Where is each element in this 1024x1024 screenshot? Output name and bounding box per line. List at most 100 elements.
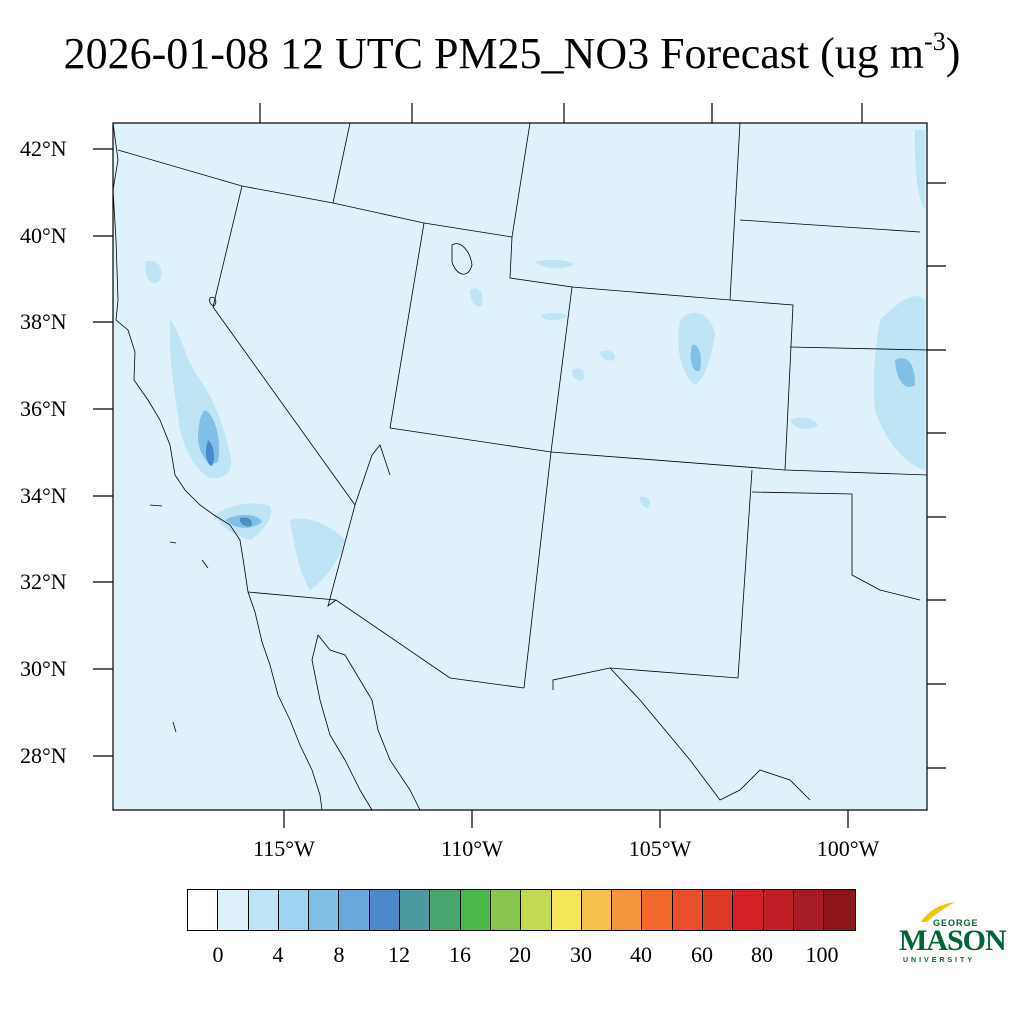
la-basin-teal xyxy=(242,520,252,527)
left-ticks xyxy=(93,148,113,757)
colorbar-label-100: 100 xyxy=(805,942,839,967)
dakota-east-patch xyxy=(914,130,925,210)
oklahoma-patch xyxy=(790,417,818,430)
colorbar-label-16: 16 xyxy=(449,942,471,967)
concentration-patches-mid xyxy=(198,344,915,528)
logo-swoosh-icon xyxy=(921,902,955,922)
lakes-islands xyxy=(149,243,473,733)
right-ticks xyxy=(927,182,946,769)
map-frame xyxy=(112,122,928,811)
central-valley-peak xyxy=(205,440,215,466)
mx-tx-border xyxy=(609,667,811,801)
colorbar-swatch xyxy=(369,890,401,930)
title-text: 2026-01-08 12 UTC PM25_NO3 Forecast (ug … xyxy=(63,29,925,78)
lon-label-110w: 110°W xyxy=(441,836,503,861)
top-ticks xyxy=(259,103,863,123)
colorbar-swatch xyxy=(672,890,704,930)
lon-label-105w: 105°W xyxy=(628,836,692,861)
colorbar-label-8: 8 xyxy=(333,942,345,967)
logo-university-text: UNIVERSITY xyxy=(903,957,976,964)
lat-label-36n: 36°N xyxy=(20,396,67,421)
wyoming-patch xyxy=(535,259,575,269)
nm-patch xyxy=(640,496,651,508)
lake-tahoe xyxy=(209,296,217,307)
title-close: ) xyxy=(945,29,961,78)
lat-label-34n: 34°N xyxy=(20,483,67,508)
colorbar-swatch xyxy=(218,890,249,930)
logo-george-text: GEORGE xyxy=(933,918,979,928)
colorbar xyxy=(187,889,856,931)
central-valley-core xyxy=(198,410,220,464)
lat-label-28n: 28°N xyxy=(20,743,67,768)
ok-tx-border xyxy=(751,491,921,601)
az-mx-border xyxy=(247,591,525,689)
co-nm-border xyxy=(389,427,928,476)
kansas-core xyxy=(895,358,915,388)
coastline xyxy=(112,122,323,811)
colorbar-swatch xyxy=(339,890,370,930)
colorbar-swatch xyxy=(642,890,673,930)
ut-co-border xyxy=(509,236,573,453)
map-title: 2026-01-08 12 UTC PM25_NO3 Forecast (ug … xyxy=(0,27,1024,79)
colorbar-swatch xyxy=(763,890,794,930)
concentration-patches xyxy=(145,130,925,590)
bottom-ticks xyxy=(283,810,849,828)
baja-gulf-coast xyxy=(317,634,421,811)
colorbar-swatch xyxy=(490,890,522,930)
kansas-patch xyxy=(873,296,925,470)
lat-label-42n: 42°N xyxy=(20,136,67,161)
colorbar-swatch xyxy=(551,890,582,930)
logo-mason-text: MASON xyxy=(899,924,1007,957)
colorbar-swatch xyxy=(460,890,491,930)
utah-sw-patch xyxy=(540,312,568,321)
colorbar-swatch xyxy=(430,890,461,930)
map-background xyxy=(113,123,927,810)
colorbar-swatch xyxy=(612,890,643,930)
or-id-border xyxy=(332,122,351,204)
lat-label-40n: 40°N xyxy=(20,223,67,248)
colorbar-swatch xyxy=(309,890,340,930)
lon-label-115w: 115°W xyxy=(253,836,315,861)
colorado-core xyxy=(690,344,701,372)
az-ca-border xyxy=(327,454,373,608)
colorbar-swatch xyxy=(733,890,764,930)
colorbar-label-4: 4 xyxy=(272,942,284,967)
colorbar-label-0: 0 xyxy=(212,942,224,967)
colorbar-swatch xyxy=(400,890,431,930)
colorado-sw-patch xyxy=(600,350,616,361)
nv-ut-border xyxy=(241,185,425,429)
colorbar-label-40: 40 xyxy=(630,942,652,967)
lon-label-100w: 100°W xyxy=(816,836,880,861)
colorbar-label-12: 12 xyxy=(388,942,410,967)
channel-island-3 xyxy=(201,559,209,569)
baja-west xyxy=(311,634,373,811)
colorbar-label-30: 30 xyxy=(570,942,592,967)
colorado-river xyxy=(371,444,391,476)
channel-island-1 xyxy=(149,504,163,507)
colorbar-swatch xyxy=(248,890,279,930)
nevada-patch xyxy=(145,260,162,284)
colorbar-label-60: 60 xyxy=(691,942,713,967)
george-mason-logo: GEORGE MASON UNIVERSITY xyxy=(897,900,1007,970)
desert-patch xyxy=(290,518,345,590)
colorbar-swatch xyxy=(581,890,613,930)
colorbar-label-20: 20 xyxy=(509,942,531,967)
ks-border xyxy=(739,219,928,351)
utah-patch xyxy=(470,288,483,307)
state-borders xyxy=(112,122,928,811)
great-salt-lake xyxy=(451,243,473,275)
lat-label-30n: 30°N xyxy=(20,656,67,681)
ne-border xyxy=(729,299,794,471)
az-nm-border xyxy=(523,451,552,689)
colorbar-swatch xyxy=(793,890,825,930)
title-superscript: -3 xyxy=(924,27,946,57)
colorbar-swatch xyxy=(278,890,310,930)
ca-nv-border xyxy=(117,149,356,506)
colorbar-label-80: 80 xyxy=(751,942,773,967)
channel-island-2 xyxy=(169,541,177,544)
baja-island xyxy=(172,721,177,733)
colorbar-swatch xyxy=(703,890,734,930)
lat-label-38n: 38°N xyxy=(20,309,67,334)
colorbar-swatch xyxy=(521,890,552,930)
